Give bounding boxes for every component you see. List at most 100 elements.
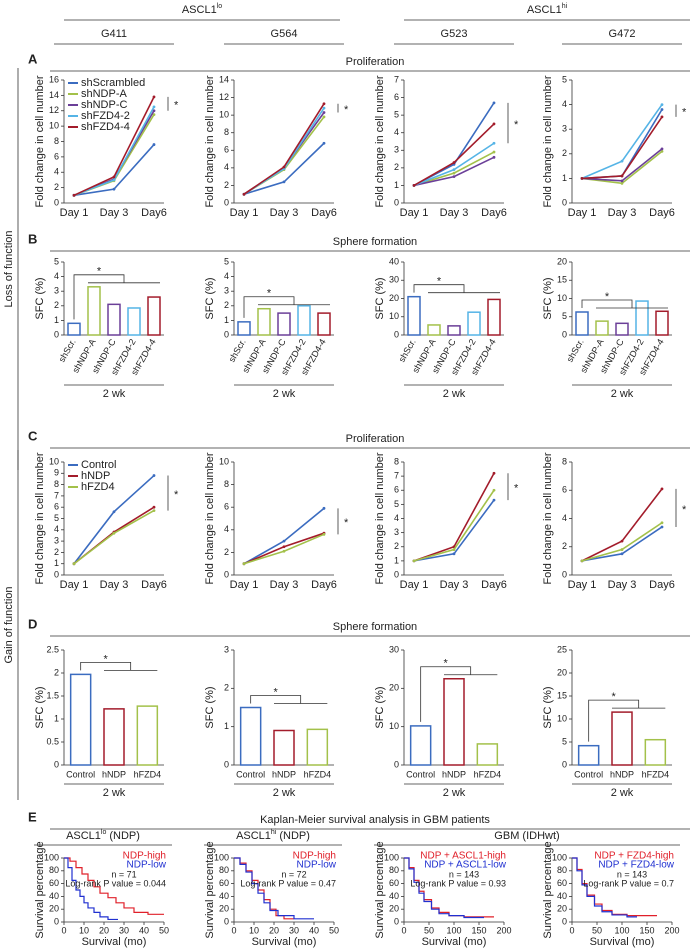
y-tick-label: 6 xyxy=(54,151,59,161)
y-tick-label: 10 xyxy=(557,713,567,723)
point xyxy=(492,155,496,159)
legend-label: NDP-low xyxy=(297,860,337,871)
point xyxy=(282,539,286,543)
y-tick-label: 5 xyxy=(562,736,567,746)
side-label: Gain of function xyxy=(3,586,15,663)
group-label: 2 wk xyxy=(443,787,466,799)
y-tick-label: 10 xyxy=(557,293,567,303)
y-tick-label: 0 xyxy=(224,759,229,769)
x-tick-label: Day 3 xyxy=(440,207,469,219)
significance-bracket xyxy=(413,284,500,294)
point xyxy=(322,102,326,106)
significance: * xyxy=(97,266,102,278)
x-tick-label: shScr. xyxy=(565,337,586,364)
y-axis-label: SFC (%) xyxy=(204,277,216,319)
y-tick-label: 0 xyxy=(224,569,229,579)
legend-label: hFZD4 xyxy=(81,481,115,493)
y-tick-label: 3 xyxy=(562,124,567,134)
survival-curve xyxy=(404,857,484,919)
y-tick-label: 2 xyxy=(224,683,229,693)
point xyxy=(452,168,456,172)
y-tick-label: 3 xyxy=(224,644,229,654)
title-sup: hi xyxy=(271,829,277,836)
point xyxy=(620,552,624,556)
y-tick-label: 4 xyxy=(394,127,399,137)
bar xyxy=(655,310,669,336)
y-tick-label: 0 xyxy=(562,759,567,769)
y-tick-label: 4 xyxy=(224,271,229,281)
point xyxy=(620,159,624,163)
point xyxy=(242,192,246,196)
bar xyxy=(147,296,161,336)
group-label: 2 wk xyxy=(273,388,296,400)
x-tick-label: 30 xyxy=(119,925,129,935)
y-tick-label: 30 xyxy=(389,644,399,654)
significance: * xyxy=(437,276,442,288)
x-tick-label: Day6 xyxy=(141,579,167,591)
y-tick-label: 2 xyxy=(562,148,567,158)
significance-bracket xyxy=(588,699,666,742)
bar xyxy=(476,743,499,766)
legend-label: shNDP-A xyxy=(81,88,128,100)
y-tick-label: 2 xyxy=(224,180,229,190)
point xyxy=(152,109,156,113)
y-axis-label: Fold change in cell number xyxy=(374,75,386,207)
y-tick-label: 80 xyxy=(219,865,229,875)
y-tick-label: 2 xyxy=(54,182,59,192)
y-tick-label: 40 xyxy=(389,891,399,901)
panel-letter: D xyxy=(28,616,37,631)
x-tick-label: Day 1 xyxy=(230,579,259,591)
line xyxy=(581,104,663,180)
significance-bracket xyxy=(581,299,668,309)
group-sup: hi xyxy=(562,3,568,10)
y-tick-label: 3 xyxy=(54,535,59,545)
y-tick-label: 4 xyxy=(562,513,567,523)
y-tick-label: 60 xyxy=(389,878,399,888)
survival-curve xyxy=(64,857,164,915)
y-axis-label: SFC (%) xyxy=(542,277,554,319)
significance: * xyxy=(344,517,349,529)
x-tick-label: 0 xyxy=(569,925,574,935)
bar xyxy=(611,711,633,766)
y-tick-label: 3 xyxy=(54,286,59,296)
y-tick-label: 4 xyxy=(394,513,399,523)
group-label: 2 wk xyxy=(611,787,634,799)
point xyxy=(620,179,624,183)
chart-title: GBM (IDHwt) xyxy=(494,830,559,842)
survival-curve xyxy=(572,857,637,918)
point xyxy=(620,181,624,185)
x-tick-label: 0 xyxy=(61,925,66,935)
y-tick-label: 8 xyxy=(54,479,59,489)
line xyxy=(581,109,663,180)
y-tick-label: 1 xyxy=(394,555,399,565)
legend-label: shFZD4-4 xyxy=(81,121,130,133)
y-tick-label: 0 xyxy=(394,569,399,579)
y-tick-label: 9 xyxy=(54,468,59,478)
y-tick-label: 100 xyxy=(384,852,399,862)
x-tick-label: 100 xyxy=(614,925,629,935)
y-tick-label: 1 xyxy=(562,173,567,183)
point xyxy=(660,108,664,111)
significance-bracket xyxy=(80,661,158,671)
y-tick-label: 60 xyxy=(557,878,567,888)
legend-label: NDP-high xyxy=(293,851,336,862)
y-tick-label: 0 xyxy=(394,329,399,339)
point xyxy=(322,532,326,536)
x-tick-label: 20 xyxy=(99,925,109,935)
y-tick-label: 80 xyxy=(557,865,567,875)
y-axis-label: Fold change in cell number xyxy=(204,75,216,207)
point xyxy=(112,531,116,535)
panel-letter: A xyxy=(28,51,38,66)
point xyxy=(322,506,326,510)
significance: * xyxy=(682,504,687,516)
point xyxy=(620,539,624,543)
x-tick-label: 10 xyxy=(249,925,259,935)
bar xyxy=(447,325,461,336)
y-tick-label: 20 xyxy=(557,904,567,914)
x-tick-label: 150 xyxy=(471,925,486,935)
y-tick-label: 5 xyxy=(562,311,567,321)
y-tick-label: 0 xyxy=(54,329,59,339)
bar xyxy=(577,744,600,766)
column-header: G411 xyxy=(101,28,127,40)
legend-label: shFZD4-2 xyxy=(81,110,130,122)
